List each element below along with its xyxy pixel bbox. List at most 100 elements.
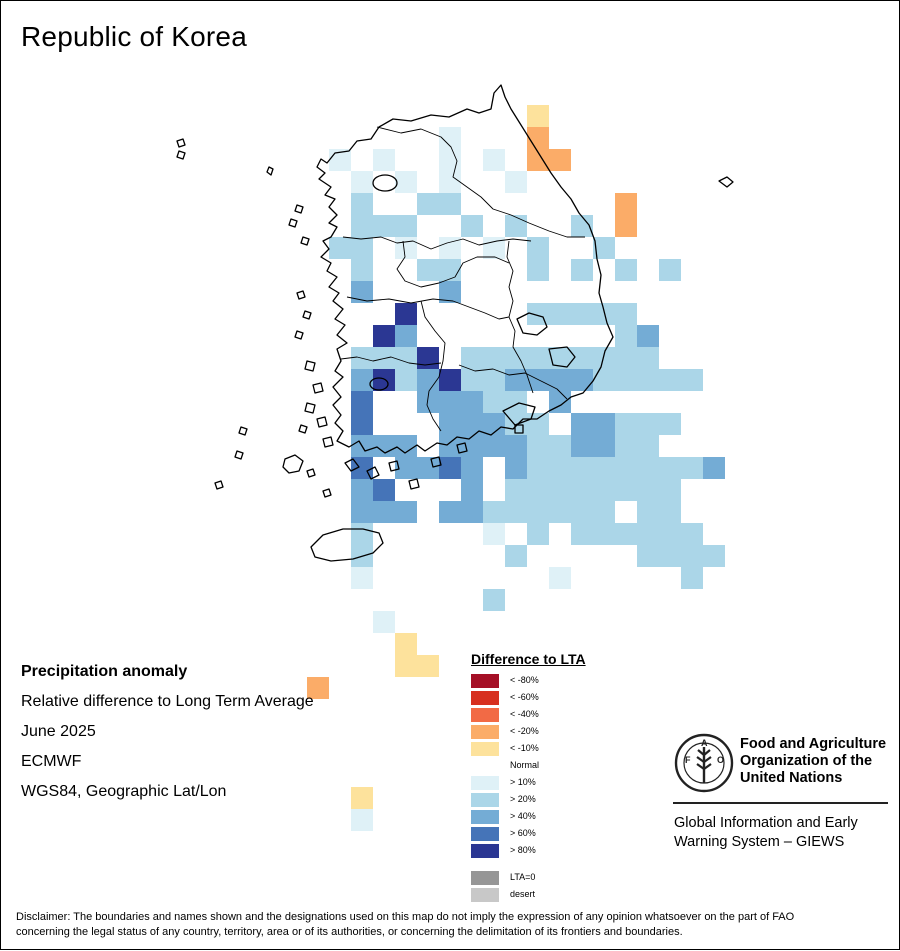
legend-label: < -60% — [510, 692, 539, 702]
legend-row: < -40% — [471, 707, 671, 724]
anomaly-cell — [439, 281, 461, 303]
anomaly-cell — [417, 391, 439, 413]
disclaimer: Disclaimer: The boundaries and names sho… — [16, 910, 886, 940]
island — [316, 416, 328, 428]
legend-row: > 10% — [471, 775, 671, 792]
anomaly-cell — [351, 501, 373, 523]
anomaly-cell — [395, 457, 417, 479]
disclaimer-line-1: Disclaimer: The boundaries and names sho… — [16, 911, 795, 923]
legend-row: < -10% — [471, 741, 671, 758]
anomaly-cell — [549, 567, 571, 589]
island — [366, 466, 380, 480]
island — [238, 426, 248, 436]
anomaly-cell — [439, 413, 461, 435]
anomaly-cell — [703, 457, 725, 479]
legend-row: LTA=0 — [471, 870, 671, 887]
anomaly-cell — [615, 303, 637, 325]
anomaly-cell — [505, 545, 527, 567]
anomaly-cell — [439, 457, 461, 479]
anomaly-cell — [351, 567, 373, 589]
anomaly-cell — [527, 523, 549, 545]
island — [388, 460, 400, 472]
anomaly-cell — [571, 457, 593, 479]
anomaly-cell — [417, 193, 439, 215]
anomaly-cell — [527, 237, 549, 259]
city-boundary — [369, 377, 389, 391]
anomaly-cell — [461, 215, 483, 237]
anomaly-cell — [615, 369, 637, 391]
giews-name: Global Information and Early Warning Sys… — [674, 814, 858, 852]
anomaly-cell — [593, 237, 615, 259]
anomaly-cell — [395, 501, 417, 523]
anomaly-cell — [461, 391, 483, 413]
legend-swatch — [471, 759, 499, 773]
anomaly-cell — [351, 171, 373, 193]
island — [294, 330, 304, 340]
island — [298, 424, 308, 434]
island — [294, 204, 304, 214]
anomaly-cell — [637, 523, 659, 545]
anomaly-cell — [659, 479, 681, 501]
anomaly-cell — [571, 435, 593, 457]
anomaly-cell — [373, 435, 395, 457]
legend-swatch — [471, 725, 499, 739]
province-boundary — [376, 126, 585, 238]
anomaly-cell — [373, 215, 395, 237]
anomaly-cell — [681, 457, 703, 479]
anomaly-cell — [351, 523, 373, 545]
anomaly-cell — [549, 457, 571, 479]
anomaly-cell — [571, 501, 593, 523]
anomaly-cell — [505, 369, 527, 391]
anomaly-cell — [417, 369, 439, 391]
legend-row: desert — [471, 887, 671, 904]
legend: Difference to LTA < -80% < -60% < -40% < -2… — [471, 651, 671, 904]
anomaly-cell — [527, 105, 549, 127]
anomaly-cell — [505, 171, 527, 193]
anomaly-cell — [593, 457, 615, 479]
island — [430, 456, 442, 468]
anomaly-cell — [483, 391, 505, 413]
anomaly-cell — [483, 523, 505, 545]
anomaly-cell — [351, 391, 373, 413]
anomaly-cell — [483, 347, 505, 369]
city-boundary — [548, 346, 576, 368]
anomaly-cell — [527, 479, 549, 501]
anomaly-cell — [527, 127, 549, 149]
legend-label: < -10% — [510, 743, 539, 753]
anomaly-cell — [373, 347, 395, 369]
anomaly-cell — [395, 633, 417, 655]
info-projection: WGS84, Geographic Lat/Lon — [21, 783, 227, 800]
anomaly-cell — [549, 347, 571, 369]
anomaly-cell — [461, 479, 483, 501]
anomaly-cell — [527, 501, 549, 523]
org-line-2: Organization of the — [740, 753, 873, 769]
anomaly-cell — [351, 369, 373, 391]
anomaly-cell — [307, 677, 329, 699]
legend-swatch — [471, 776, 499, 790]
city-boundary — [516, 312, 548, 336]
island — [408, 478, 420, 490]
anomaly-cell — [527, 149, 549, 171]
legend-swatch — [471, 691, 499, 705]
island — [288, 218, 298, 228]
province-boundary — [346, 296, 510, 320]
island — [312, 382, 324, 394]
anomaly-cell — [637, 479, 659, 501]
island-ulleungdo — [718, 176, 734, 188]
city-boundary — [372, 174, 398, 192]
province-boundary — [342, 236, 532, 250]
anomaly-cell — [681, 523, 703, 545]
anomaly-cell — [659, 545, 681, 567]
anomaly-cell — [549, 149, 571, 171]
anomaly-cell — [439, 391, 461, 413]
legend-swatch — [471, 827, 499, 841]
anomaly-cell — [351, 215, 373, 237]
anomaly-cell — [483, 435, 505, 457]
legend-label: < -80% — [510, 675, 539, 685]
island — [514, 424, 524, 434]
legend-row: < -60% — [471, 690, 671, 707]
anomaly-cell-strong — [395, 303, 417, 325]
province-boundary — [420, 300, 446, 432]
anomaly-cell — [351, 787, 373, 809]
